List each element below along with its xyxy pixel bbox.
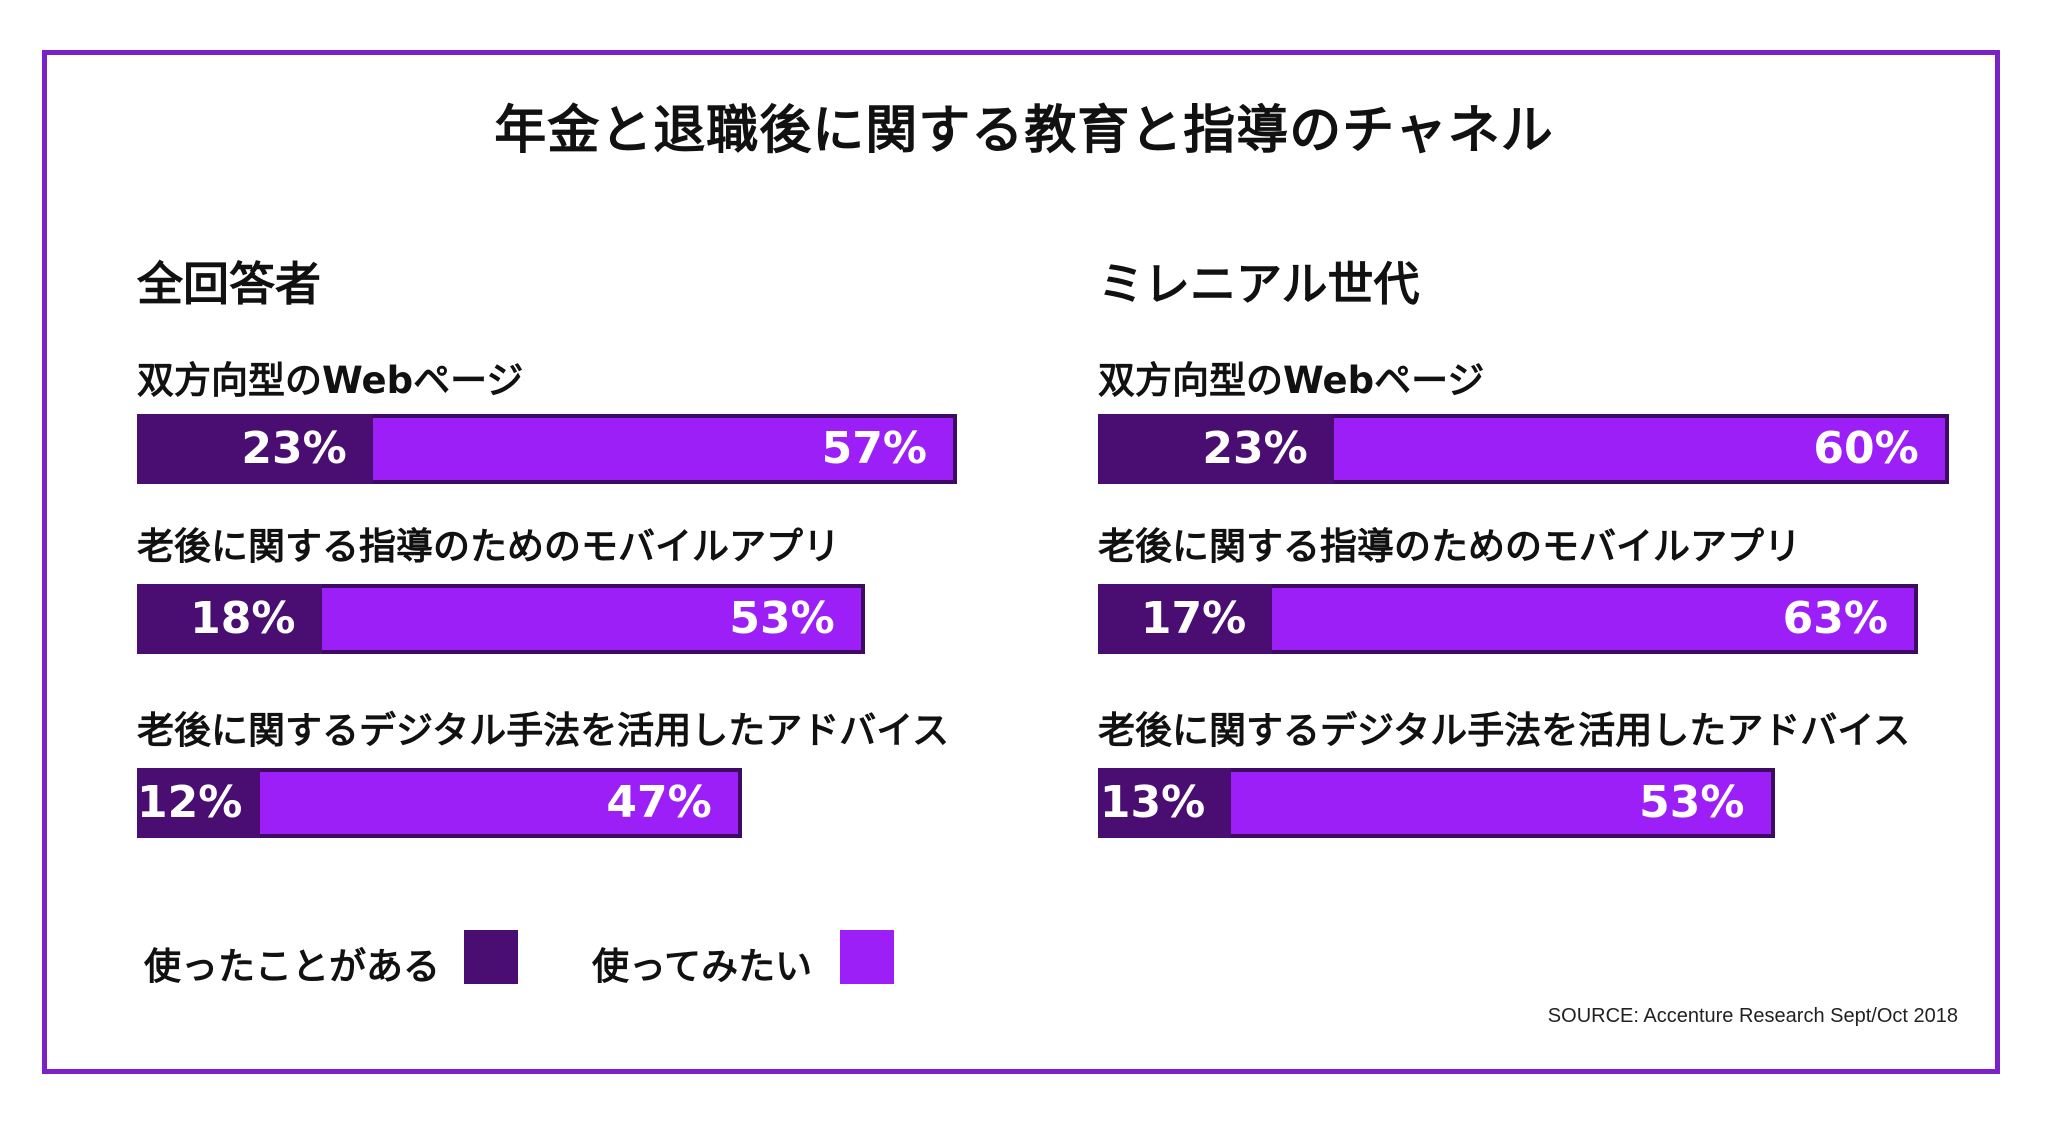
data-label-want: 60% (1813, 423, 1919, 474)
bar-group: 18% 53% (137, 584, 865, 654)
bar-group: 17% 63% (1098, 584, 1918, 654)
data-label-used: 17% (1140, 593, 1247, 644)
data-label-want: 47% (606, 777, 712, 828)
bar-group: 23% 60% (1098, 414, 1949, 484)
legend-label-want: 使ってみたい (592, 945, 813, 988)
data-label-want: 57% (821, 423, 927, 474)
bar-group: 13% 53% (1098, 768, 1775, 838)
data-label-want: 53% (729, 593, 835, 644)
category-label: 老後に関するデジタル手法を活用したアドバイス (137, 709, 950, 752)
category-label: 老後に関する指導のためのモバイルアプリ (1098, 525, 1801, 568)
panel-title: ミレニアル世代 (1098, 257, 1420, 311)
data-label-want: 53% (1639, 777, 1745, 828)
data-label-used: 23% (1202, 423, 1308, 474)
legend-swatch-used (464, 930, 518, 984)
category-label: 双方向型のWebページ (1098, 359, 1485, 402)
bar-group: 12% 47% (137, 768, 742, 838)
data-label-used: 12% (137, 777, 243, 828)
bar-used (1098, 584, 1273, 654)
category-label: 双方向型のWebページ (137, 359, 524, 402)
legend-swatch-want (840, 930, 894, 984)
chart-title: 年金と退職後に関する教育と指導のチャネル (494, 101, 1554, 161)
bar-used (137, 414, 373, 484)
source-note: SOURCE: Accenture Research Sept/Oct 2018 (1547, 1005, 1958, 1027)
bar-used (1098, 768, 1232, 838)
bar-used (137, 768, 260, 838)
panel-title: 全回答者 (137, 257, 321, 311)
bar-group: 23% 57% (137, 414, 957, 484)
bar-used (137, 584, 322, 654)
category-label: 老後に関する指導のためのモバイルアプリ (137, 525, 840, 568)
category-label: 老後に関するデジタル手法を活用したアドバイス (1098, 709, 1911, 752)
bar-used (1098, 414, 1334, 484)
data-label-want: 63% (1782, 593, 1888, 644)
data-label-used: 23% (241, 423, 347, 474)
chart-frame (42, 50, 2000, 1074)
data-label-used: 13% (1099, 777, 1206, 828)
data-label-used: 18% (190, 593, 296, 644)
legend-label-used: 使ったことがある (144, 945, 440, 988)
